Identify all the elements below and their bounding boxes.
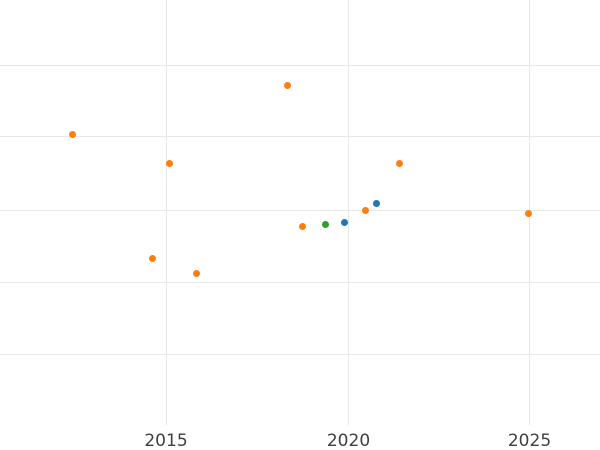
horizontal-gridline — [0, 209, 600, 211]
scatter-point-series-orange — [524, 210, 532, 217]
horizontal-gridline — [0, 353, 600, 355]
horizontal-gridline — [0, 64, 600, 66]
scatter-point-series-blue — [340, 218, 348, 226]
scatter-point-series-orange — [299, 222, 307, 230]
vertical-gridline — [348, 0, 349, 425]
x-tick-label: 2025 — [507, 431, 552, 450]
scatter-point-series-orange — [166, 160, 173, 167]
x-tick-label: 2015 — [144, 431, 188, 450]
scatter-point-series-orange — [149, 254, 157, 262]
scatter-point-series-orange — [283, 82, 291, 90]
horizontal-gridline — [0, 136, 600, 137]
scatter-point-series-orange — [193, 269, 201, 277]
scatter-point-series-blue — [372, 199, 380, 207]
scatter-point-series-orange — [395, 159, 403, 167]
scatter-point-series-orange — [68, 130, 76, 138]
horizontal-gridline — [0, 281, 600, 283]
scatter-point-series-green — [322, 221, 330, 229]
vertical-gridline — [165, 0, 167, 425]
x-tick-label: 2020 — [326, 431, 371, 450]
scatter-point-series-orange — [362, 206, 370, 214]
